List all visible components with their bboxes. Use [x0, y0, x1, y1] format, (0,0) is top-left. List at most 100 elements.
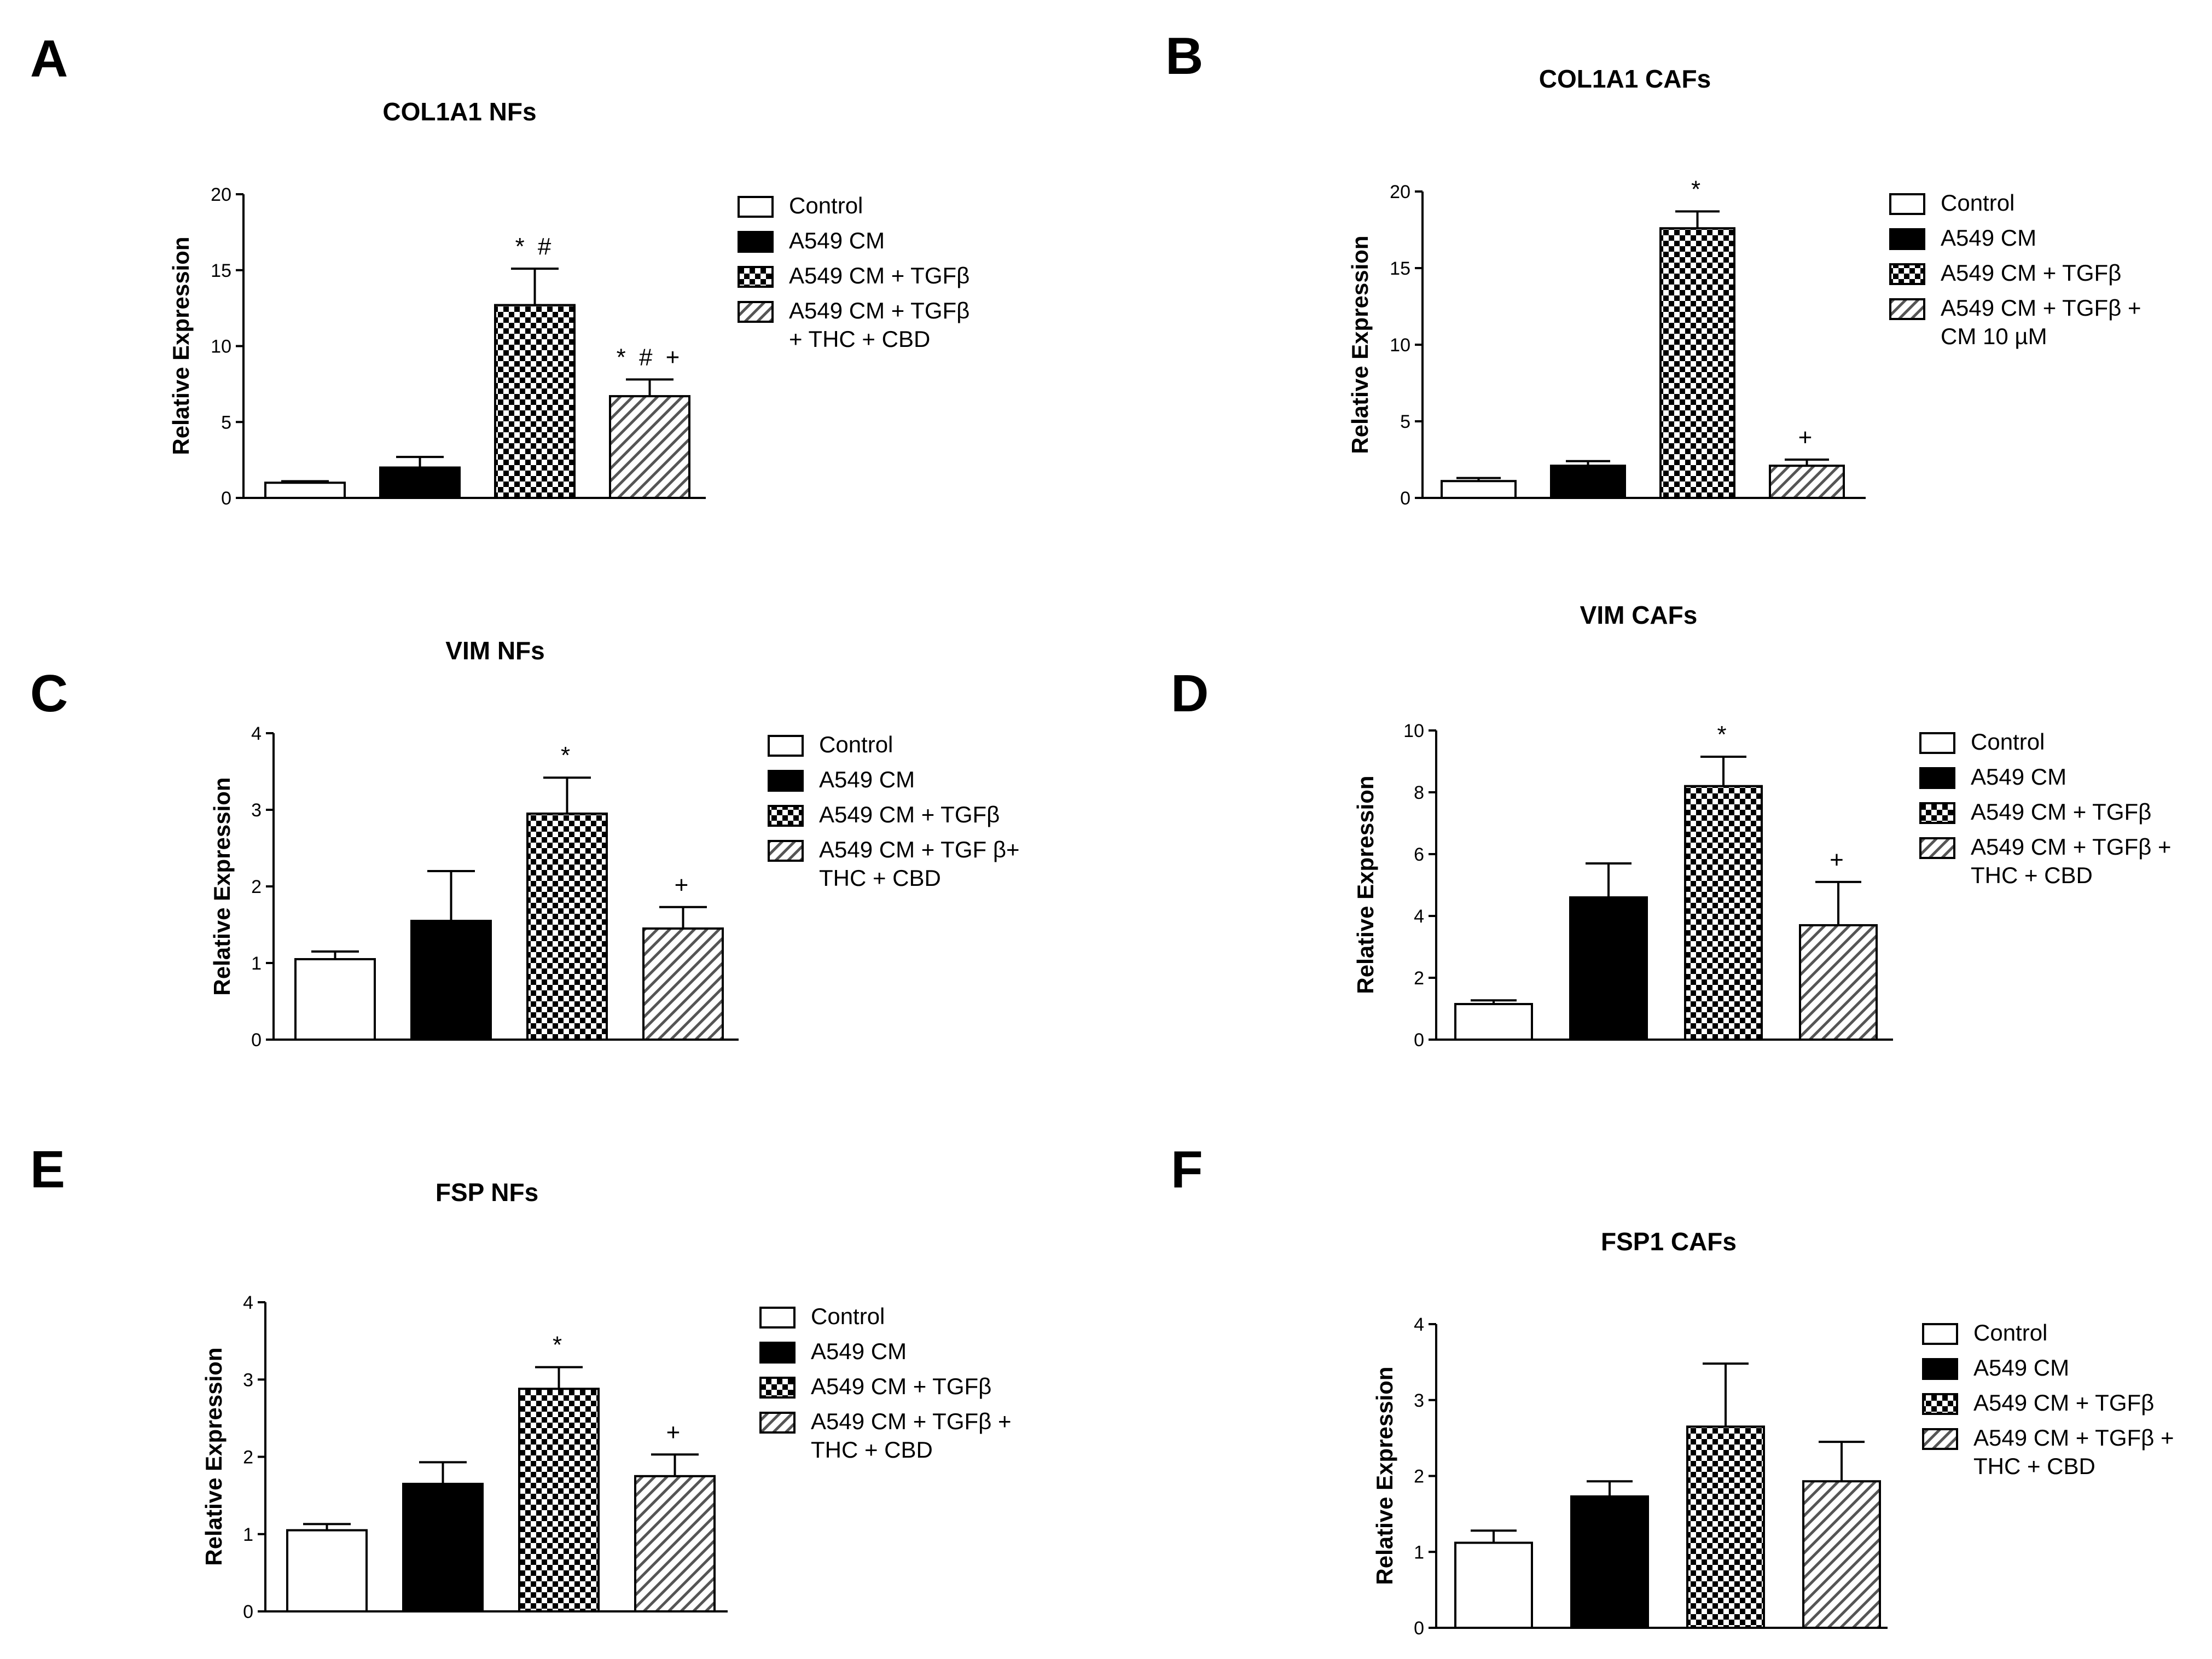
- legend-label: Control: [1971, 729, 2045, 755]
- legend-swatch: [1889, 263, 1925, 285]
- y-tick-label: 15: [211, 260, 231, 281]
- panel-letter: F: [1171, 1140, 1203, 1199]
- y-axis-label: Relative Expression: [1372, 1366, 1397, 1585]
- chart-title: COL1A1 NFs: [382, 97, 536, 126]
- legend-label: A549 CM + TGFβ: [1971, 799, 2151, 825]
- y-tick-label: 5: [221, 412, 231, 433]
- bar-2: [1550, 465, 1626, 500]
- significance-label: *: [1717, 721, 1729, 748]
- y-tick-label: 4: [1414, 906, 1424, 927]
- legend-label: Control: [819, 732, 893, 757]
- chart-title: VIM CAFs: [1580, 601, 1698, 629]
- legend-swatch: [768, 735, 804, 757]
- y-tick-label: 0: [1400, 488, 1410, 509]
- bar-4: [1802, 1480, 1881, 1629]
- legend-swatch: [768, 805, 804, 827]
- legend-label: CM 10 µM: [1941, 323, 2047, 349]
- chart-title: COL1A1 CAFs: [1539, 65, 1711, 93]
- legend-swatch: [738, 196, 774, 218]
- legend-swatch: [1922, 1323, 1958, 1345]
- y-tick-label: 20: [1390, 182, 1410, 202]
- bar-2: [1569, 896, 1648, 1041]
- bar-2: [402, 1482, 484, 1612]
- significance-label: +: [1830, 846, 1847, 873]
- y-tick-label: 15: [1390, 258, 1410, 279]
- legend-label: THC + CBD: [819, 865, 941, 891]
- legend-swatch: [1919, 732, 1955, 754]
- legend-label: THC + CBD: [1973, 1453, 2095, 1479]
- legend-label: A549 CM + TGFβ +: [1941, 295, 2141, 321]
- legend-label: A549 CM + TGFβ +: [1973, 1425, 2174, 1451]
- legend-label: A549 CM + TGFβ: [819, 802, 1000, 827]
- bar-4: [609, 395, 690, 500]
- y-axis-label: Relative Expression: [1347, 235, 1373, 454]
- legend-label: Control: [1941, 190, 2014, 216]
- significance-label: *: [1691, 176, 1704, 202]
- panel-letter: D: [1171, 664, 1209, 723]
- significance-label: +: [1798, 424, 1816, 451]
- legend-label: Control: [789, 193, 863, 218]
- bar-3: [1686, 1425, 1765, 1629]
- legend-label: A549 CM: [1971, 764, 2066, 790]
- y-tick-label: 3: [243, 1370, 253, 1390]
- y-tick-label: 0: [251, 1030, 262, 1051]
- legend-label: THC + CBD: [1971, 862, 2093, 888]
- y-tick-label: 0: [1414, 1030, 1424, 1051]
- y-axis-label: Relative Expression: [201, 1347, 227, 1565]
- bar-1: [1454, 1541, 1533, 1629]
- legend-label: Control: [811, 1303, 885, 1329]
- y-tick-label: 3: [251, 800, 262, 821]
- y-tick-label: 1: [243, 1524, 253, 1545]
- y-axis-label: Relative Expression: [168, 236, 194, 455]
- legend-label: A549 CM + TGFβ: [789, 263, 969, 288]
- y-tick-label: 6: [1414, 844, 1424, 865]
- legend-swatch: [1922, 1428, 1958, 1450]
- legend-swatch: [738, 266, 774, 288]
- legend-label: + THC + CBD: [789, 326, 930, 352]
- legend-swatch: [1922, 1358, 1958, 1380]
- significance-label: +: [675, 872, 692, 898]
- bar-2: [1570, 1495, 1649, 1629]
- legend-swatch: [759, 1342, 796, 1364]
- bar-3: [518, 1388, 600, 1612]
- bar-2: [379, 466, 461, 499]
- significance-label: +: [666, 1419, 684, 1446]
- y-tick-label: 2: [243, 1447, 253, 1468]
- legend-label: A549 CM + TGFβ: [789, 298, 969, 323]
- legend-swatch: [738, 301, 774, 323]
- panel-letter: E: [30, 1140, 65, 1199]
- legend-label: A549 CM: [819, 767, 915, 792]
- legend-swatch: [759, 1377, 796, 1399]
- bar-1: [1441, 480, 1517, 500]
- y-tick-label: 0: [221, 488, 231, 509]
- legend-swatch: [1919, 767, 1955, 789]
- legend-label: A549 CM + TGFβ +: [811, 1408, 1012, 1434]
- bar-4: [642, 927, 724, 1041]
- panel-a: A COL1A1 NFs Relative Expression 0 5 10 15 20 * …: [30, 30, 969, 509]
- bar-1: [264, 482, 346, 499]
- y-tick-label: 3: [1414, 1390, 1424, 1411]
- bar-4: [634, 1475, 716, 1612]
- y-tick-label: 10: [211, 337, 231, 357]
- legend-swatch: [1889, 228, 1925, 250]
- bar-3: [1684, 785, 1763, 1041]
- y-tick-label: 0: [1414, 1618, 1424, 1639]
- legend-swatch: [1922, 1393, 1958, 1415]
- y-tick-label: 4: [243, 1292, 253, 1313]
- y-tick-label: 8: [1414, 782, 1424, 803]
- chart-title: FSP NFs: [436, 1178, 538, 1206]
- legend-label: A549 CM: [1973, 1355, 2069, 1380]
- significance-label: * # +: [617, 344, 683, 371]
- legend-label: A549 CM: [1941, 225, 2036, 251]
- y-tick-label: 4: [1414, 1314, 1424, 1335]
- significance-label: * #: [515, 233, 555, 260]
- legend-label: Control: [1973, 1320, 2047, 1345]
- bar-3: [494, 304, 576, 499]
- panel-c: C VIM NFs Relative Expression 0 1 2 3 4 * + Contro…: [30, 636, 1020, 1051]
- y-tick-label: 10: [1390, 335, 1410, 356]
- panel-letter: C: [30, 664, 68, 723]
- y-tick-label: 2: [1414, 968, 1424, 989]
- legend-label: THC + CBD: [811, 1437, 933, 1463]
- legend-swatch: [1889, 298, 1925, 320]
